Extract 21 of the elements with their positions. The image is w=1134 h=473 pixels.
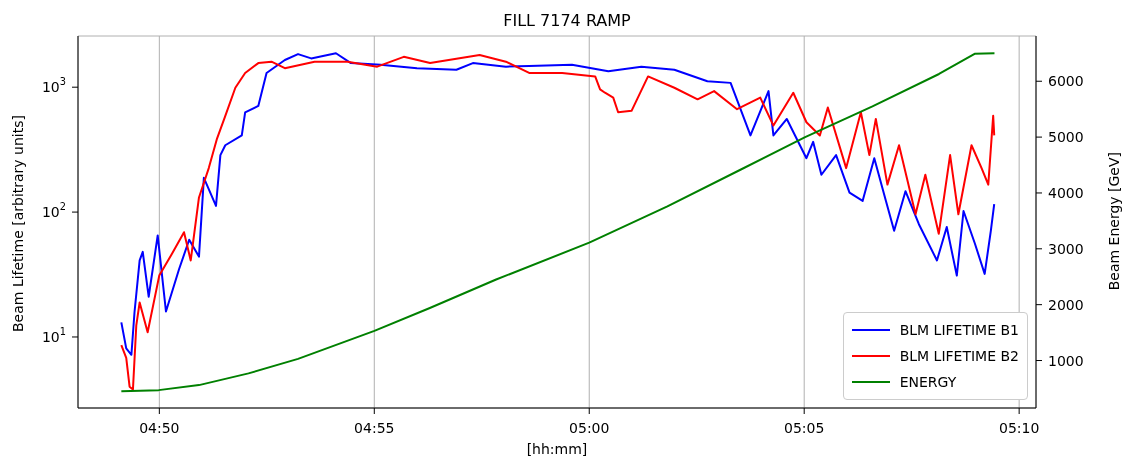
y-tick-label: 10$^{3}$ xyxy=(41,76,66,96)
y-tick-label: 10$^{2}$ xyxy=(41,201,66,221)
y2-tick-label: 3000 xyxy=(1048,240,1084,257)
y2-axis-title: Beam Energy [GeV] xyxy=(1105,152,1122,291)
x-tick-label: 05:10 xyxy=(998,420,1040,436)
y2-tick-label: 4000 xyxy=(1048,184,1084,201)
legend-label: ENERGY xyxy=(899,374,957,390)
y-axis-title: Beam Lifetime [arbitrary units] xyxy=(9,115,26,332)
x-tick-label: 04:50 xyxy=(139,420,180,436)
x-tick-label: 04:55 xyxy=(354,420,395,436)
y2-tick-label: 2000 xyxy=(1048,296,1084,313)
y2-tick-label: 6000 xyxy=(1048,73,1084,90)
x-tick-label: 05:00 xyxy=(569,420,610,436)
y2-tick-label: 5000 xyxy=(1048,129,1084,146)
legend-label: BLM LIFETIME B2 xyxy=(899,348,1019,364)
y2-tick-label: 1000 xyxy=(1048,352,1084,369)
y-tick-label: 10$^{1}$ xyxy=(41,325,66,345)
x-axis-title: [hh:mm] xyxy=(526,441,588,457)
x-tick-label: 05:05 xyxy=(784,420,825,436)
legend-label: BLM LIFETIME B1 xyxy=(899,322,1019,338)
chart-title: FILL 7174 RAMP xyxy=(502,10,632,32)
